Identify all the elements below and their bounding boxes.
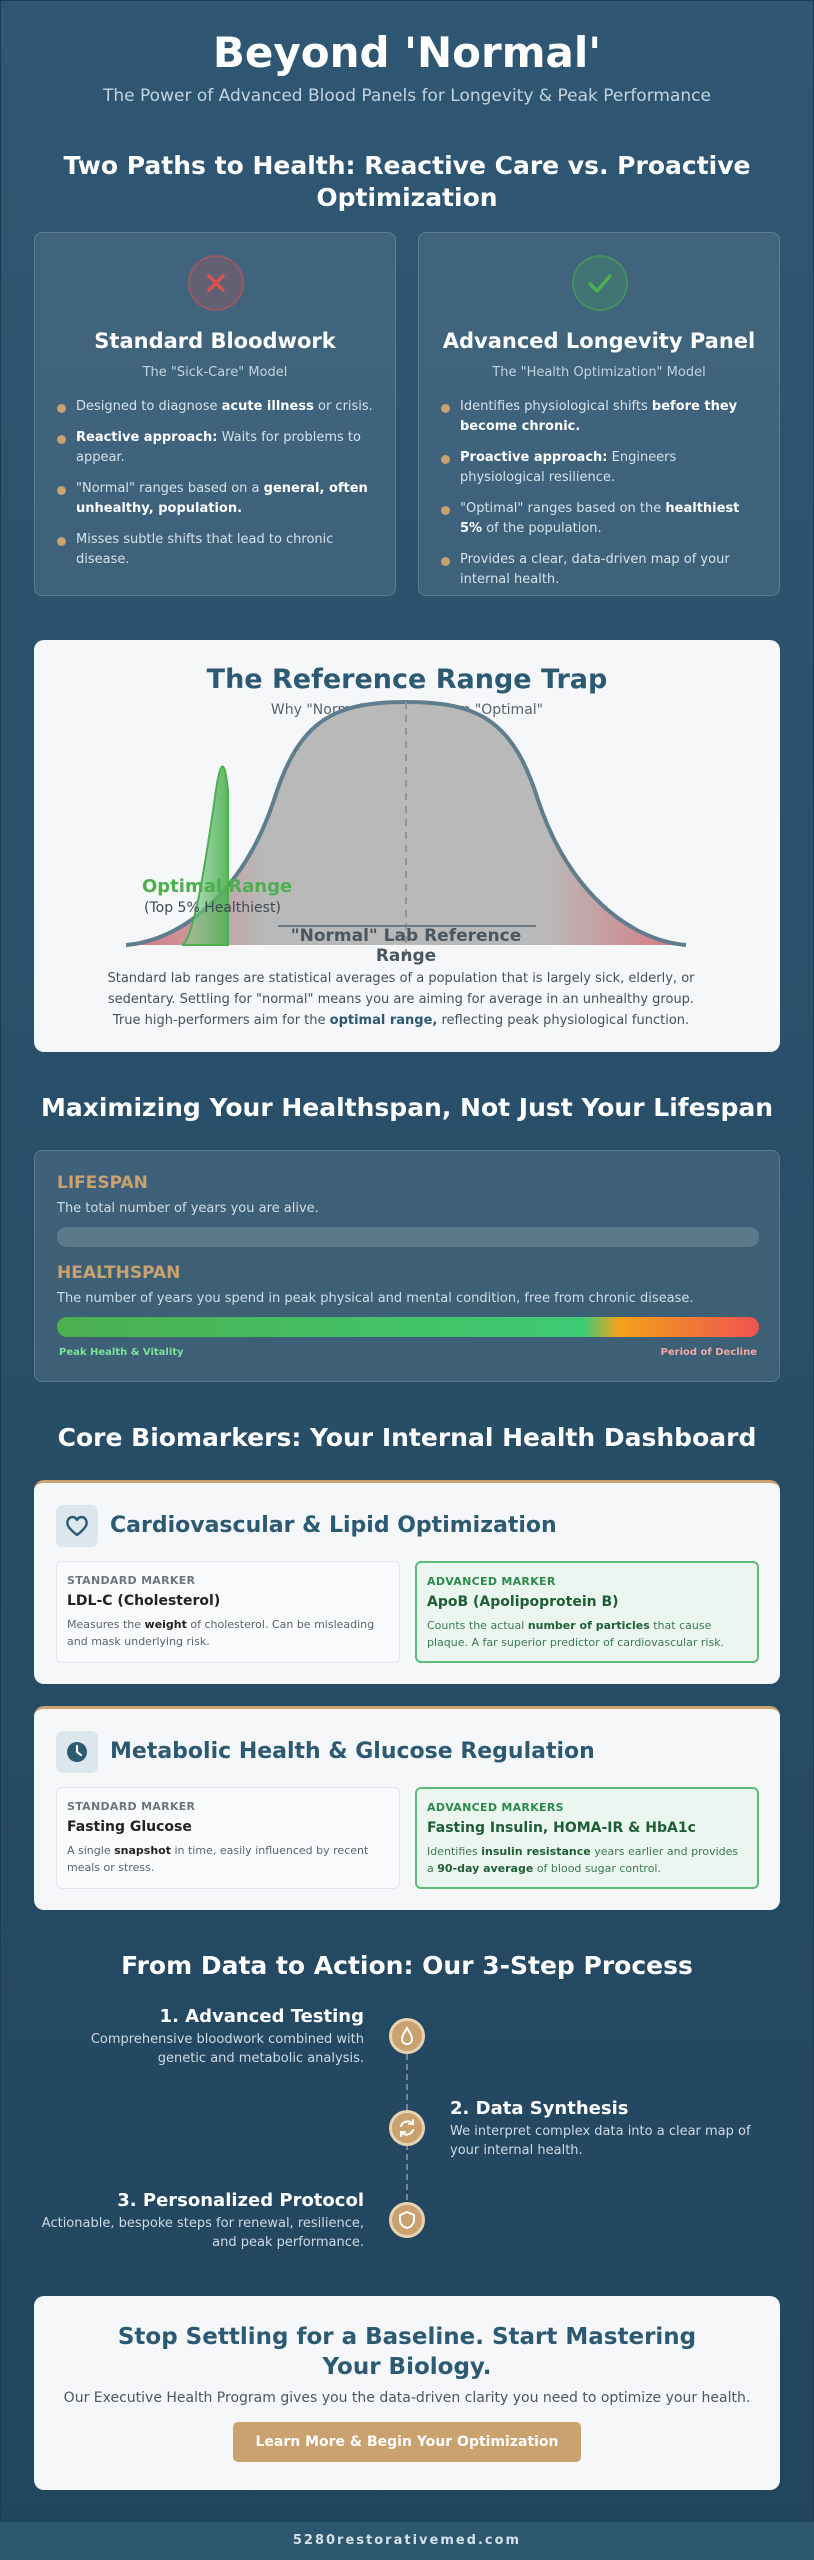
reference-description: Standard lab ranges are statistical aver… xyxy=(107,971,695,1028)
reference-range-card: The Reference Range Trap Why "Normal" Do… xyxy=(34,640,780,1052)
step-3-title: 3. Personalized Protocol xyxy=(117,2190,364,2211)
hero-title: Beyond 'Normal' xyxy=(212,28,602,77)
learn-more-button[interactable]: Learn More & Begin Your Optimization xyxy=(233,2422,581,2462)
reference-title: The Reference Range Trap xyxy=(206,664,608,695)
marker-kicker: STANDARD MARKER xyxy=(67,1574,196,1587)
step-2-desc: We interpret complex data into a clear m… xyxy=(450,2124,751,2158)
standard-card-list: Designed to diagnose acute illness or cr… xyxy=(57,397,377,581)
cta-text: Our Executive Health Program gives you t… xyxy=(63,2390,751,2406)
cardio-biomarker-card: Cardiovascular & Lipid Optimization STAN… xyxy=(34,1480,780,1684)
marker-desc: Measures the weight of cholesterol. Can … xyxy=(67,1618,375,1648)
step-1-title: 1. Advanced Testing xyxy=(159,2006,364,2027)
span-section-title: Maximizing Your Healthspan, Not Just You… xyxy=(40,1093,774,1122)
standard-card-model: The "Sick-Care" Model xyxy=(142,365,288,380)
marker-kicker: ADVANCED MARKER xyxy=(427,1575,556,1588)
list-item: Designed to diagnose acute illness or cr… xyxy=(57,397,377,417)
marker-desc: Identifies insulin resistance years earl… xyxy=(427,1845,739,1875)
advanced-marker-box: ADVANCED MARKER ApoB (Apolipoprotein B) … xyxy=(415,1561,759,1663)
marker-kicker: STANDARD MARKER xyxy=(67,1800,196,1813)
marker-name: Fasting Glucose xyxy=(67,1819,192,1835)
process-section-title: From Data to Action: Our 3-Step Process xyxy=(121,1951,693,1980)
marker-desc: Counts the actual number of particles th… xyxy=(427,1619,725,1649)
optimal-range-spike xyxy=(181,765,229,946)
marker-name: LDL-C (Cholesterol) xyxy=(67,1593,221,1609)
list-item: Identifies physiological shifts before t… xyxy=(441,397,761,437)
marker-name: ApoB (Apolipoprotein B) xyxy=(427,1594,619,1610)
standard-card-title: Standard Bloodwork xyxy=(94,329,336,353)
normal-range-label: "Normal" Lab Reference Range xyxy=(290,926,522,966)
list-item: Misses subtle shifts that lead to chroni… xyxy=(57,530,377,570)
biomarkers-section-title: Core Biomarkers: Your Internal Health Da… xyxy=(57,1423,757,1452)
hero-subtitle: The Power of Advanced Blood Panels for L… xyxy=(103,86,711,106)
advanced-card-list: Identifies physiological shifts before t… xyxy=(441,397,761,601)
decline-label: Period of Decline xyxy=(660,1347,757,1358)
list-item: Proactive approach: Engineers physiologi… xyxy=(441,448,761,488)
standard-marker-box: STANDARD MARKER LDL-C (Cholesterol) Meas… xyxy=(56,1561,400,1663)
optimal-range-label: Optimal Range xyxy=(142,876,293,897)
step-3-desc: Actionable, bespoke steps for renewal, r… xyxy=(41,2216,364,2250)
marker-desc: A single snapshot in time, easily influe… xyxy=(67,1844,369,1874)
healthspan-label: HEALTHSPAN xyxy=(57,1263,181,1283)
cardio-title: Cardiovascular & Lipid Optimization xyxy=(110,1513,557,1538)
clock-icon xyxy=(56,1731,98,1773)
check-icon xyxy=(572,255,628,311)
x-icon xyxy=(188,255,244,311)
shield-icon xyxy=(389,2202,425,2238)
step-2-title: 2. Data Synthesis xyxy=(450,2098,629,2119)
healthspan-desc: The number of years you spend in peak ph… xyxy=(57,1291,694,1306)
lifespan-label: LIFESPAN xyxy=(57,1173,148,1193)
range-diagram xyxy=(125,699,687,958)
refresh-icon xyxy=(389,2110,425,2146)
step-1-desc: Comprehensive bloodwork combined with ge… xyxy=(90,2032,364,2066)
lifespan-desc: The total number of years you are alive. xyxy=(57,1201,319,1216)
lifespan-bar xyxy=(57,1227,759,1247)
healthspan-bar xyxy=(57,1317,759,1337)
standard-bloodwork-card: Standard Bloodwork The "Sick-Care" Model… xyxy=(34,232,396,596)
list-item: "Normal" ranges based on a general, ofte… xyxy=(57,479,377,519)
standard-marker-box: STANDARD MARKER Fasting Glucose A single… xyxy=(56,1787,400,1889)
advanced-marker-box: ADVANCED MARKERS Fasting Insulin, HOMA-I… xyxy=(415,1787,759,1889)
marker-name: Fasting Insulin, HOMA-IR & HbA1c xyxy=(427,1820,696,1836)
list-item: Provides a clear, data-driven map of you… xyxy=(441,550,761,590)
advanced-card-model: The "Health Optimization" Model xyxy=(492,365,706,380)
advanced-longevity-card: Advanced Longevity Panel The "Health Opt… xyxy=(418,232,780,596)
drop-icon xyxy=(389,2018,425,2054)
healthspan-card: LIFESPAN The total number of years you a… xyxy=(34,1150,780,1382)
optimal-range-sub: (Top 5% Healthiest) xyxy=(144,900,281,916)
advanced-card-title: Advanced Longevity Panel xyxy=(442,329,756,353)
cta-card: Stop Settling for a Baseline. Start Mast… xyxy=(34,2296,780,2490)
peak-health-label: Peak Health & Vitality xyxy=(59,1347,184,1358)
list-item: Reactive approach: Waits for problems to… xyxy=(57,428,377,468)
metabolic-title: Metabolic Health & Glucose Regulation xyxy=(110,1739,595,1764)
metabolic-biomarker-card: Metabolic Health & Glucose Regulation ST… xyxy=(34,1706,780,1910)
list-item: "Optimal" ranges based on the healthiest… xyxy=(441,499,761,539)
heart-icon xyxy=(56,1505,98,1547)
footer-site-link[interactable]: 5280restorativemed.com xyxy=(0,2522,814,2560)
marker-kicker: ADVANCED MARKERS xyxy=(427,1801,564,1814)
cta-title: Stop Settling for a Baseline. Start Mast… xyxy=(117,2324,697,2380)
paths-section-title: Two Paths to Health: Reactive Care vs. P… xyxy=(63,151,751,212)
